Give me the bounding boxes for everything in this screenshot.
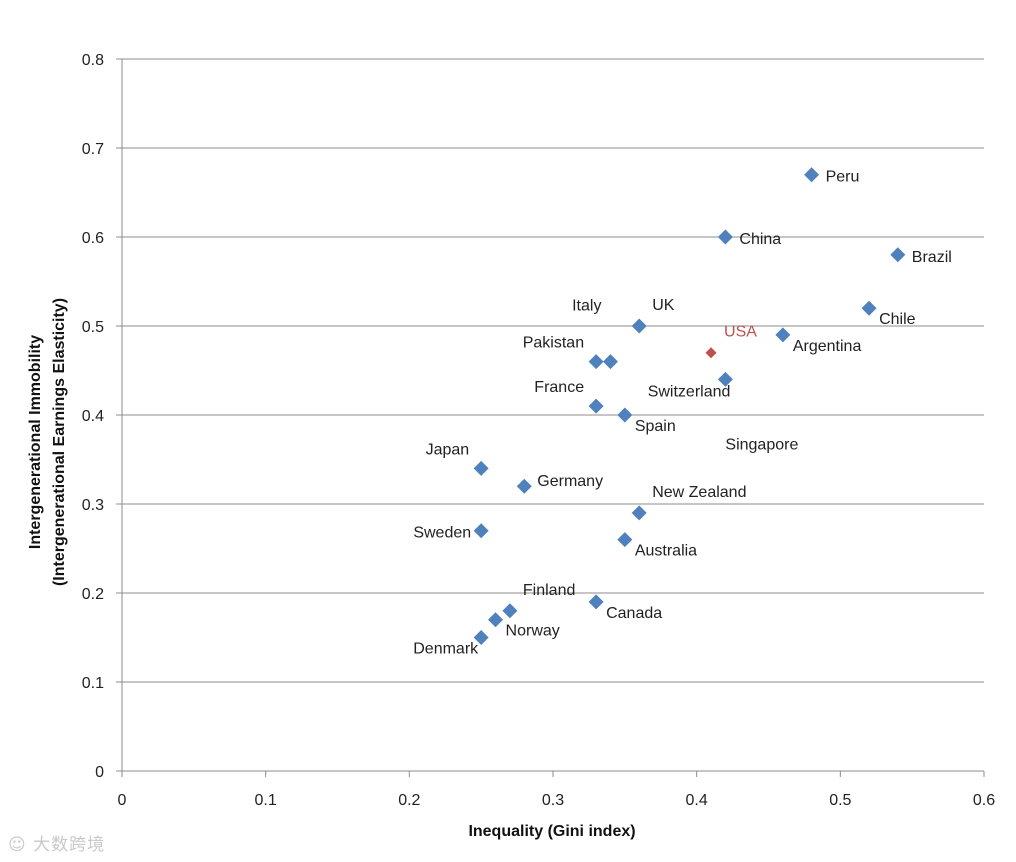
watermark-text: 大数跨境 bbox=[33, 835, 106, 855]
x-tick-label: 0.1 bbox=[255, 792, 277, 809]
data-point bbox=[890, 247, 906, 263]
data-point bbox=[602, 354, 618, 370]
x-tick-label: 0.5 bbox=[829, 792, 851, 809]
point-label: China bbox=[739, 231, 781, 248]
data-point bbox=[861, 300, 877, 316]
x-axis-ticks: 0 0.1 0.2 0.3 0.4 0.5 0.6 bbox=[118, 771, 995, 809]
y-tick-label: 0.6 bbox=[82, 230, 104, 247]
x-tick-label: 0.6 bbox=[973, 792, 995, 809]
point-label: Switzerland bbox=[648, 383, 731, 400]
data-points bbox=[473, 167, 906, 645]
data-point bbox=[502, 603, 518, 619]
data-point bbox=[775, 327, 791, 343]
y-tick-label: 0.2 bbox=[82, 586, 104, 603]
data-point bbox=[617, 532, 633, 548]
x-tick-label: 0 bbox=[118, 792, 127, 809]
point-label: Germany bbox=[537, 473, 603, 490]
point-label: Italy bbox=[572, 298, 601, 315]
data-point bbox=[588, 398, 604, 414]
point-label: Sweden bbox=[413, 525, 471, 542]
data-point bbox=[588, 354, 604, 370]
point-label: Brazil bbox=[912, 249, 952, 266]
point-label: Singapore bbox=[725, 436, 798, 453]
data-point bbox=[617, 407, 633, 423]
data-point bbox=[488, 612, 504, 628]
data-point bbox=[588, 594, 604, 610]
data-point bbox=[804, 167, 820, 183]
y-axis-title-line2: (Intergenerational Earnings Elasticity) bbox=[51, 298, 68, 586]
point-label: Pakistan bbox=[523, 335, 584, 352]
y-tick-label: 0.5 bbox=[82, 319, 104, 336]
data-point bbox=[631, 318, 647, 334]
x-tick-label: 0.4 bbox=[686, 792, 708, 809]
data-point bbox=[717, 229, 733, 245]
x-tick-label: 0.2 bbox=[398, 792, 420, 809]
watermark: ☺ 大数跨境 bbox=[8, 830, 105, 855]
point-label: Peru bbox=[826, 169, 860, 186]
point-label: New Zealand bbox=[652, 484, 746, 501]
point-label: Spain bbox=[635, 418, 676, 435]
point-label: Australia bbox=[635, 543, 697, 560]
point-label: Denmark bbox=[413, 641, 479, 658]
point-label: Japan bbox=[426, 441, 470, 458]
point-label: Chile bbox=[879, 311, 916, 328]
point-label: Argentina bbox=[793, 338, 862, 355]
data-point bbox=[631, 505, 647, 521]
point-label: Norway bbox=[506, 623, 560, 640]
y-tick-label: 0.4 bbox=[82, 408, 104, 425]
y-tick-label: 0.1 bbox=[82, 675, 104, 692]
point-label: UK bbox=[652, 297, 675, 314]
watermark-logo-icon: ☺ bbox=[8, 835, 27, 855]
y-tick-label: 0.3 bbox=[82, 497, 104, 514]
y-axis-title-line1: Intergenerational Immobility bbox=[27, 335, 44, 549]
x-axis-title: Inequality (Gini index) bbox=[468, 823, 635, 840]
data-point bbox=[705, 347, 717, 359]
y-tick-label: 0.7 bbox=[82, 141, 104, 158]
y-axis-ticks: 0 0.1 0.2 0.3 0.4 0.5 0.6 0.7 0.8 bbox=[82, 52, 122, 781]
y-tick-label: 0 bbox=[95, 764, 104, 781]
data-point bbox=[516, 478, 532, 494]
gridlines bbox=[122, 58, 984, 683]
data-point bbox=[473, 630, 489, 645]
x-tick-label: 0.3 bbox=[542, 792, 564, 809]
point-label: USA bbox=[724, 324, 757, 341]
data-point bbox=[717, 371, 733, 387]
point-labels: Peru China Brazil Chile UK Italy Argentina USA P… bbox=[413, 169, 952, 658]
data-point bbox=[473, 460, 489, 476]
point-label: Finland bbox=[523, 582, 575, 599]
data-point bbox=[473, 523, 489, 539]
point-label: Canada bbox=[606, 605, 662, 622]
point-label: France bbox=[534, 379, 584, 396]
y-tick-label: 0.8 bbox=[82, 52, 104, 69]
